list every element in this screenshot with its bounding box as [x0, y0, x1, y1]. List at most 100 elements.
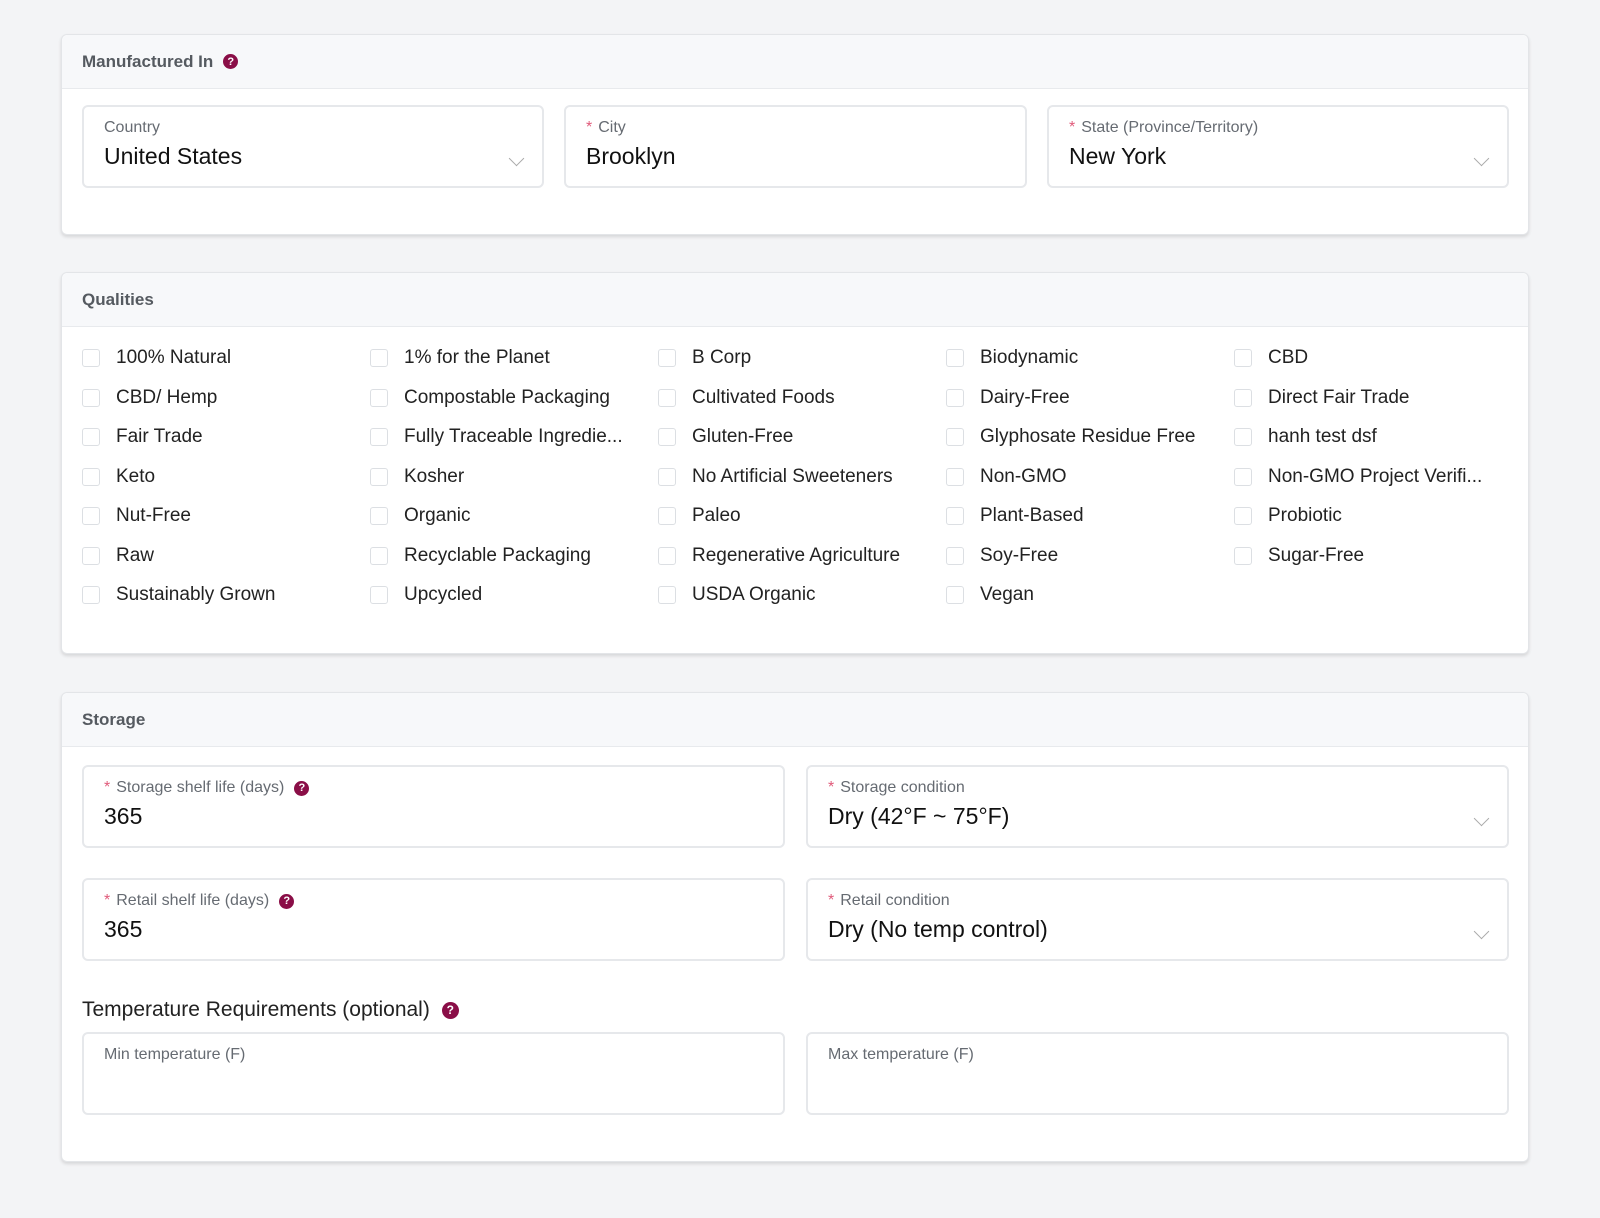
checkbox[interactable]: [82, 388, 100, 407]
quality-label: Glyphosate Residue Free: [980, 426, 1196, 447]
checkbox[interactable]: [658, 388, 676, 407]
quality-label: CBD: [1268, 347, 1309, 368]
quality-label: Cultivated Foods: [692, 386, 835, 408]
checkbox[interactable]: [658, 507, 676, 525]
quality-checkbox[interactable]: Keto: [82, 466, 155, 488]
quality-label: Upcycled: [404, 584, 483, 605]
storage-shelf-life-input[interactable]: * Storage shelf life (days)? 365: [82, 765, 785, 848]
storage-panel: Storage * Storage shelf life (days)? 365 …: [61, 692, 1529, 1162]
quality-checkbox[interactable]: Non-GMO: [946, 466, 1067, 488]
checkbox[interactable]: [370, 428, 388, 446]
checkbox[interactable]: [946, 586, 964, 604]
quality-checkbox[interactable]: No Artificial Sweeteners: [658, 466, 893, 488]
checkbox[interactable]: [946, 388, 964, 407]
checkbox[interactable]: [370, 349, 388, 367]
checkbox[interactable]: [82, 349, 100, 367]
checkbox[interactable]: [946, 349, 964, 367]
required-marker: *: [1069, 119, 1076, 136]
checkbox[interactable]: [946, 467, 964, 486]
quality-checkbox[interactable]: Fair Trade: [82, 426, 203, 448]
quality-label: B Corp: [692, 347, 752, 368]
checkbox[interactable]: [82, 546, 100, 565]
checkbox[interactable]: [1234, 428, 1252, 446]
help-icon[interactable]: ?: [294, 780, 310, 796]
quality-checkbox[interactable]: B Corp: [658, 347, 751, 369]
quality-checkbox[interactable]: Recyclable Packaging: [370, 545, 591, 567]
checkbox[interactable]: [658, 467, 676, 486]
city-input[interactable]: * City Brooklyn: [564, 105, 1027, 188]
country-label: Country: [104, 119, 161, 136]
quality-label: 100% Natural: [116, 347, 232, 368]
quality-checkbox[interactable]: CBD/ Hemp: [82, 387, 217, 409]
quality-checkbox[interactable]: Dairy-Free: [946, 387, 1070, 409]
quality-checkbox[interactable]: Fully Traceable Ingredie...: [370, 426, 623, 448]
quality-checkbox[interactable]: CBD: [1234, 347, 1308, 369]
min-temperature-input[interactable]: Min temperature (F): [82, 1032, 785, 1115]
quality-checkbox[interactable]: Probiotic: [1234, 505, 1342, 527]
quality-checkbox[interactable]: Gluten-Free: [658, 426, 793, 448]
manufactured-in-panel: Manufactured In? Country United States *…: [61, 34, 1529, 235]
quality-checkbox[interactable]: Nut-Free: [82, 505, 191, 527]
max-temperature-input[interactable]: Max temperature (F): [806, 1032, 1509, 1115]
checkbox[interactable]: [370, 507, 388, 525]
quality-label: Paleo: [692, 505, 741, 526]
max-temperature-label: Max temperature (F): [828, 1046, 974, 1063]
checkbox[interactable]: [658, 428, 676, 446]
quality-label: Kosher: [404, 465, 465, 487]
checkbox[interactable]: [1234, 546, 1252, 565]
checkbox[interactable]: [946, 507, 964, 525]
country-select[interactable]: Country United States: [82, 105, 544, 188]
checkbox[interactable]: [370, 388, 388, 407]
quality-checkbox[interactable]: 1% for the Planet: [370, 347, 550, 369]
quality-label: Non-GMO Project Verifi...: [1268, 465, 1483, 487]
checkbox[interactable]: [1234, 349, 1252, 367]
quality-checkbox[interactable]: Upcycled: [370, 584, 482, 606]
quality-checkbox[interactable]: Soy-Free: [946, 545, 1058, 567]
quality-checkbox[interactable]: Glyphosate Residue Free: [946, 426, 1195, 448]
quality-checkbox[interactable]: hanh test dsf: [1234, 426, 1377, 448]
quality-label: 1% for the Planet: [404, 347, 550, 368]
quality-checkbox[interactable]: Raw: [82, 545, 154, 567]
checkbox[interactable]: [658, 586, 676, 604]
checkbox[interactable]: [658, 349, 676, 367]
quality-label: Dairy-Free: [980, 386, 1070, 408]
state-select[interactable]: * State (Province/Territory) New York: [1047, 105, 1509, 188]
checkbox[interactable]: [658, 546, 676, 565]
checkbox[interactable]: [370, 467, 388, 486]
quality-checkbox[interactable]: 100% Natural: [82, 347, 231, 369]
quality-label: Fully Traceable Ingredie...: [404, 426, 623, 447]
checkbox[interactable]: [370, 586, 388, 604]
checkbox[interactable]: [1234, 467, 1252, 486]
help-icon[interactable]: ?: [223, 54, 239, 69]
quality-checkbox[interactable]: Biodynamic: [946, 347, 1078, 369]
checkbox[interactable]: [82, 507, 100, 525]
quality-checkbox[interactable]: Sustainably Grown: [82, 584, 275, 606]
checkbox[interactable]: [1234, 507, 1252, 525]
retail-condition-select[interactable]: * Retail condition Dry (No temp control): [806, 878, 1509, 961]
quality-label: Sugar-Free: [1268, 544, 1365, 566]
quality-checkbox[interactable]: Compostable Packaging: [370, 387, 610, 409]
checkbox[interactable]: [82, 586, 100, 604]
quality-checkbox[interactable]: Non-GMO Project Verifi...: [1234, 466, 1482, 488]
quality-checkbox[interactable]: Cultivated Foods: [658, 387, 835, 409]
quality-checkbox[interactable]: Vegan: [946, 584, 1034, 606]
checkbox[interactable]: [1234, 388, 1252, 407]
state-label: State (Province/Territory): [1081, 119, 1259, 136]
help-icon[interactable]: ?: [441, 1001, 459, 1019]
quality-checkbox[interactable]: Kosher: [370, 466, 464, 488]
checkbox[interactable]: [82, 428, 100, 446]
quality-checkbox[interactable]: Sugar-Free: [1234, 545, 1364, 567]
quality-checkbox[interactable]: Direct Fair Trade: [1234, 387, 1409, 409]
checkbox[interactable]: [370, 546, 388, 565]
quality-checkbox[interactable]: Paleo: [658, 505, 741, 527]
quality-checkbox[interactable]: Organic: [370, 505, 471, 527]
quality-checkbox[interactable]: Regenerative Agriculture: [658, 545, 900, 567]
retail-shelf-life-input[interactable]: * Retail shelf life (days)? 365: [82, 878, 785, 961]
quality-checkbox[interactable]: Plant-Based: [946, 505, 1084, 527]
quality-checkbox[interactable]: USDA Organic: [658, 584, 816, 606]
storage-condition-select[interactable]: * Storage condition Dry (42°F ~ 75°F): [806, 765, 1509, 848]
checkbox[interactable]: [946, 428, 964, 446]
checkbox[interactable]: [946, 546, 964, 565]
help-icon[interactable]: ?: [279, 893, 295, 909]
checkbox[interactable]: [82, 467, 100, 486]
